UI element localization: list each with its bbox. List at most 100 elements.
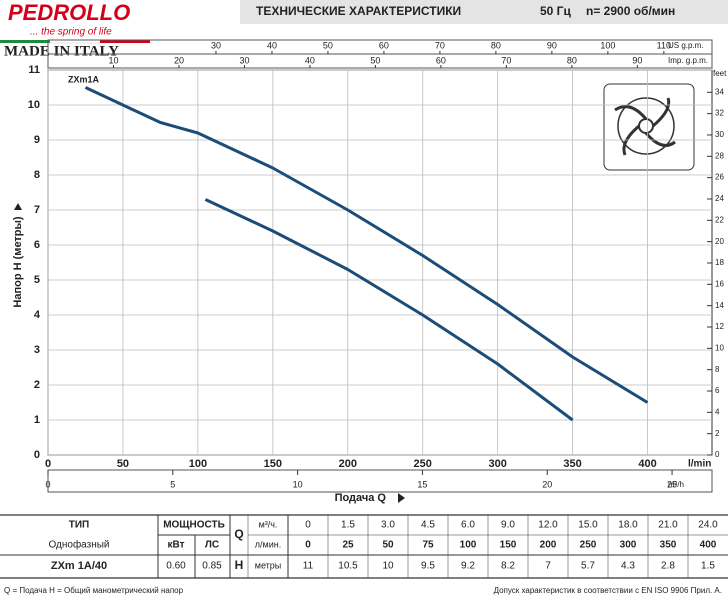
axis-tick-label: 80 (491, 40, 501, 50)
y-tick-label: 1 (34, 414, 40, 426)
table-cell: 15.0 (578, 520, 598, 531)
table-head: ЛС (205, 540, 219, 551)
footer-right: Допуск характеристик в соответствии с EN… (494, 586, 722, 595)
flag-red (100, 40, 150, 43)
table-head: кВт (168, 540, 185, 551)
axis-tick-label: 100 (600, 40, 615, 50)
y2-tick-label: 0 (715, 450, 720, 459)
table-cell: 300 (620, 540, 637, 551)
y2-tick-label: 10 (715, 343, 724, 352)
axis-unit-label: m³/h (668, 480, 684, 489)
table-cell: 9.5 (421, 561, 435, 572)
y2-tick-label: 18 (715, 258, 724, 267)
axis-tick-label: 50 (323, 40, 333, 50)
axis-tick-label: 60 (379, 40, 389, 50)
axis-tick-label: 5 (170, 479, 175, 489)
x-unit-label: l/min (688, 459, 711, 470)
table-cell: 100 (460, 540, 477, 551)
axis-tick-label: 90 (632, 55, 642, 65)
series-label: ZXm1A (68, 74, 100, 84)
y2-tick-label: 30 (715, 130, 724, 139)
x-tick-label: 100 (189, 458, 207, 470)
page-title: ТЕХНИЧЕСКИЕ ХАРАКТЕРИСТИКИ (256, 4, 461, 18)
axis-tick-label: 20 (174, 55, 184, 65)
x-arrow (398, 493, 405, 503)
table-cell: Однофазный (48, 539, 109, 551)
y2-tick-label: 32 (715, 109, 724, 118)
x-tick-label: 50 (117, 458, 129, 470)
axis-tick-label: 30 (211, 40, 221, 50)
axis-tick-label: 90 (547, 40, 557, 50)
table-cell: метры (255, 560, 282, 570)
table-cell: 0.85 (202, 561, 222, 572)
table-cell: л/мин. (255, 539, 281, 549)
table-cell: м³/ч. (259, 519, 278, 529)
curve (84, 86, 649, 404)
table-cell: 2.8 (661, 561, 675, 572)
x-axis-title: Подача Q (335, 492, 387, 504)
x-tick-label: 200 (339, 458, 357, 470)
header-band (240, 0, 728, 24)
table-cell: 50 (382, 540, 394, 551)
brand: PEDROLLO (8, 0, 130, 25)
curve (204, 198, 574, 422)
y-tick-label: 9 (34, 134, 40, 146)
axis-tick-label: 80 (567, 55, 577, 65)
y2-tick-label: 14 (715, 301, 724, 310)
axis-unit-label: US g.p.m. (668, 41, 704, 50)
y-tick-label: 4 (34, 309, 41, 321)
table-cell: 4.5 (421, 520, 435, 531)
table-cell: 3.0 (381, 520, 395, 531)
table-cell: 8.2 (501, 561, 515, 572)
axis-tick-label: 10 (293, 479, 303, 489)
table-cell: 0 (305, 520, 311, 531)
axis-tick-label: 0 (45, 479, 50, 489)
y-tick-label: 5 (34, 274, 40, 286)
speed: n= 2900 об/мин (586, 4, 675, 18)
y-tick-label: 6 (34, 239, 40, 251)
y-axis-title: Напор H (метры) (12, 216, 24, 307)
axis-tick-label: 10 (108, 55, 118, 65)
icon-ring (617, 97, 675, 155)
table-cell: 400 (700, 540, 717, 551)
table-cell: 11 (303, 561, 314, 572)
y-tick-label: 7 (34, 204, 40, 216)
impeller-icon (603, 83, 695, 171)
table-cell: 5.7 (581, 561, 595, 572)
bottom-axis-box (47, 469, 713, 493)
axis-tick-label: 20 (542, 479, 552, 489)
table-head: H (235, 558, 244, 572)
y2-tick-label: 6 (715, 386, 720, 395)
x-tick-label: 150 (264, 458, 282, 470)
y2-tick-label: 22 (715, 215, 724, 224)
y-tick-label: 11 (28, 64, 40, 76)
y2-tick-label: 20 (715, 237, 724, 246)
made-in: MADE IN ITALY (4, 43, 119, 59)
table-cell: 75 (422, 540, 434, 551)
y2-tick-label: 34 (715, 87, 724, 96)
axis-unit-label: Imp. g.p.m. (668, 56, 708, 65)
icon-vanes (614, 97, 676, 156)
table-cell: 200 (540, 540, 557, 551)
slogan: ... the spring of life (30, 27, 112, 38)
table-cell: ZXm 1A/40 (51, 560, 107, 572)
x-tick-label: 250 (414, 458, 432, 470)
axis-tick-label: 50 (370, 55, 380, 65)
axis-tick-label: 110 (657, 40, 671, 50)
table-cell: 250 (580, 540, 597, 551)
y2-unit-label: feet (713, 69, 727, 78)
table-cell: 9.2 (461, 561, 475, 572)
table-cell: 24.0 (698, 520, 718, 531)
y-tick-label: 3 (34, 344, 40, 356)
table-cell: 18.0 (618, 520, 638, 531)
x-tick-label: 350 (563, 458, 581, 470)
axis-tick-label: 15 (417, 479, 427, 489)
y2-tick-label: 24 (715, 194, 724, 203)
table-cell: 0.60 (166, 561, 186, 572)
table-cell: 150 (500, 540, 517, 551)
axis-tick-label: 60 (436, 55, 446, 65)
table-cell: 6.0 (461, 520, 475, 531)
table-cell: 10.5 (338, 561, 358, 572)
